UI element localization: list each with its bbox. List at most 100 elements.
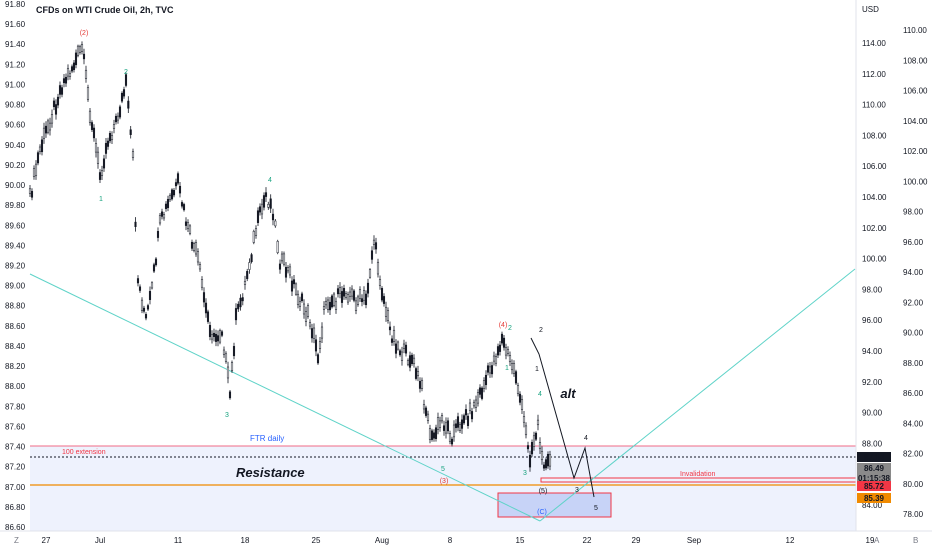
wave-label: 1: [535, 366, 539, 373]
candle-body: [241, 297, 244, 302]
price-label-bg: [857, 481, 891, 491]
candle-body: [220, 331, 224, 336]
candle-body: [512, 363, 516, 374]
candle-body: [374, 242, 378, 250]
x-axis-tick: 27: [42, 536, 51, 545]
candle-body: [108, 133, 112, 142]
candle-body: [127, 100, 130, 109]
right-axis-inner-tick: 96.00: [862, 316, 883, 325]
candle-body: [338, 286, 342, 294]
candle-body: [514, 371, 518, 384]
right-axis-tick: 88.00: [903, 359, 924, 368]
auto-scale-button[interactable]: A: [874, 536, 880, 545]
candle-body: [534, 432, 538, 440]
candle-body: [62, 78, 66, 84]
candle-body: [184, 221, 188, 226]
x-axis-tick: 25: [312, 536, 321, 545]
right-axis-tick: 80.00: [903, 480, 924, 489]
candle-body: [160, 211, 164, 217]
right-axis-inner-tick: 112.00: [862, 70, 886, 79]
right-axis-inner-tick: 84.00: [862, 501, 883, 510]
candle-body: [80, 44, 84, 52]
candle-body: [64, 76, 68, 84]
candle-body: [326, 299, 330, 310]
candle-body: [142, 307, 146, 312]
left-axis-tick: 88.80: [5, 302, 26, 311]
candle-body: [260, 203, 264, 215]
candle-body: [302, 303, 306, 315]
candle-body: [32, 168, 36, 177]
right-axis-inner-tick: 102.00: [862, 224, 887, 233]
x-axis-tick: Sep: [687, 536, 702, 545]
candle-body: [422, 404, 426, 410]
candle-body: [388, 326, 392, 331]
candle-body: [430, 430, 434, 440]
candle-body: [129, 129, 132, 135]
right-axis-inner-tick: 108.00: [862, 131, 887, 140]
candle-body: [84, 69, 88, 79]
candle-body: [276, 241, 279, 253]
candle-body: [131, 151, 135, 158]
candle-body: [206, 311, 210, 322]
candle-body: [316, 354, 320, 364]
candle-body: [200, 279, 204, 288]
candle-body: [298, 301, 302, 307]
candle-body: [548, 454, 552, 467]
candle-body: [28, 188, 32, 194]
x-axis-tick: 19: [866, 536, 875, 545]
candle-body: [370, 250, 374, 260]
left-axis-tick: 88.60: [5, 322, 26, 331]
price-label: 87.14: [864, 453, 885, 462]
axis-corner-left[interactable]: Z: [14, 536, 19, 545]
log-scale-button[interactable]: B: [913, 536, 919, 545]
candle-body: [230, 362, 234, 372]
candle-body: [518, 393, 522, 403]
candle-body: [360, 298, 364, 303]
right-axis-tick: 106.00: [903, 87, 928, 96]
candle-body: [382, 296, 386, 304]
candle-body: [216, 335, 220, 342]
candle-body: [116, 115, 120, 121]
candle-body: [300, 293, 304, 302]
candle-body: [40, 139, 44, 153]
candle-body: [440, 415, 444, 422]
candle-body: [460, 419, 464, 429]
candle-body: [334, 301, 338, 310]
candle-body: [438, 420, 442, 428]
candle-body: [144, 314, 148, 319]
candle-body: [378, 279, 382, 286]
candle-body: [52, 100, 56, 108]
candle-body: [420, 379, 424, 389]
candle-body: [271, 213, 275, 221]
candle-body: [256, 210, 260, 223]
candle-body: [178, 185, 182, 194]
candle-body: [470, 411, 474, 420]
right-axis-tick: 108.00: [903, 56, 928, 65]
candle-body: [348, 291, 352, 297]
candle-body: [412, 357, 416, 365]
left-axis-tick: 90.00: [5, 181, 26, 190]
candle-body: [402, 343, 406, 349]
left-axis-tick: 86.60: [5, 523, 26, 532]
x-axis-tick: 11: [174, 536, 183, 545]
candle-body: [176, 173, 180, 184]
candle-body: [452, 424, 456, 438]
candle-body: [60, 87, 64, 95]
right-axis-inner-tick: 110.00: [862, 101, 886, 110]
candle-body: [70, 66, 74, 72]
candle-body: [194, 242, 198, 255]
candle-body: [410, 354, 414, 364]
candle-body: [150, 282, 154, 289]
price-label: 85.72: [864, 482, 885, 491]
candle-body: [106, 140, 110, 147]
chart-title: CFDs on WTI Crude Oil, 2h, TVC: [36, 5, 174, 15]
candle-body: [294, 283, 298, 295]
candle-body: [442, 425, 446, 431]
candle-body: [428, 428, 432, 440]
right-axis-tick: 100.00: [903, 177, 928, 186]
projection-path: [530, 337, 595, 498]
candle-body: [254, 228, 258, 236]
candle-body: [208, 325, 212, 337]
candle-body: [190, 241, 194, 249]
